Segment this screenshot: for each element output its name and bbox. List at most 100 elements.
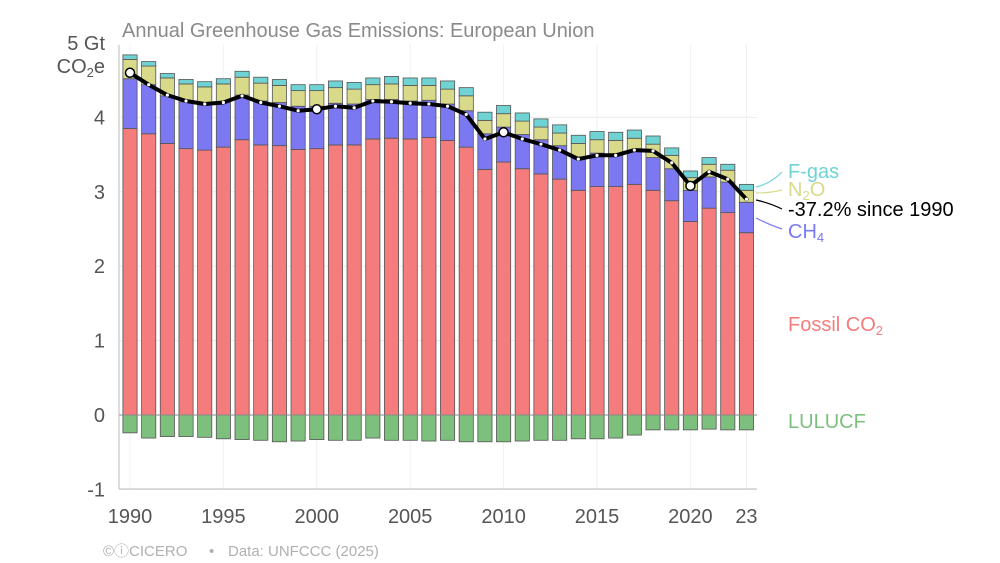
net-point [651, 149, 655, 153]
bar-fgas [159, 73, 175, 79]
net-point [296, 109, 300, 113]
chart-title: Annual Greenhouse Gas Emissions: Europea… [122, 20, 595, 42]
net-point [259, 100, 263, 105]
y-tick-label: 1 [94, 331, 105, 353]
bar-n2o [552, 132, 568, 147]
bar-fossil [346, 144, 362, 416]
bar-lulucf [402, 414, 418, 441]
net-marker [311, 103, 323, 115]
bar-fossil [309, 148, 325, 416]
bar-fgas [664, 147, 680, 156]
bar-fgas [608, 131, 624, 141]
bar-lulucf [533, 414, 549, 441]
x-tick-label: 1990 [108, 506, 153, 528]
bar-fossil [384, 137, 400, 416]
lulucf-label: LULUCF [788, 411, 866, 433]
bar-fgas [309, 84, 325, 92]
bar-lulucf [608, 414, 624, 439]
bar-lulucf [122, 414, 138, 434]
bar-fgas [589, 131, 605, 141]
bar-n2o [234, 76, 250, 96]
bar-ch4 [253, 100, 269, 146]
bar-n2o [271, 85, 287, 103]
bar-fgas [365, 77, 381, 86]
bar-ch4 [141, 84, 157, 135]
bar-lulucf [271, 414, 287, 443]
bar-lulucf [589, 414, 605, 440]
net-point [408, 101, 412, 105]
bar-ch4 [645, 157, 661, 191]
bar-fgas [738, 183, 754, 191]
fgas-label: F-gas [788, 161, 839, 183]
bar-fossil [701, 207, 717, 416]
n2o-label: N2O [788, 179, 825, 203]
bar-lulucf [626, 414, 642, 436]
net-point [147, 83, 151, 87]
bar-fossil [365, 138, 381, 416]
bar-lulucf [141, 414, 157, 439]
bar-fgas [141, 61, 157, 67]
bar-ch4 [215, 101, 231, 148]
net-marker [685, 180, 696, 192]
bar-n2o [290, 90, 306, 107]
net-emissions-line [128, 70, 749, 202]
bar-ch4 [664, 168, 680, 202]
bar-lulucf [215, 414, 231, 440]
bar-n2o [514, 120, 530, 135]
bar-lulucf [290, 414, 306, 442]
bar-n2o [384, 83, 400, 100]
bar-lulucf [570, 414, 586, 440]
bar-fossil [589, 186, 605, 416]
fossil-co: Fossil CO [788, 314, 876, 336]
fgas-connector [755, 171, 783, 188]
fossil-sub: 2 [876, 323, 883, 338]
bar-lulucf [365, 414, 381, 439]
bar-n2o [589, 139, 605, 154]
bar-ch4 [402, 100, 418, 140]
n2o-connector [755, 189, 783, 194]
x-tick-label: 2000 [295, 506, 340, 528]
data-source: Data: UNFCCC (2025) [228, 543, 379, 560]
bar-lulucf [458, 414, 474, 443]
bar-fgas [720, 163, 736, 171]
bar-n2o [533, 126, 549, 141]
bar-fgas [197, 81, 213, 88]
bar-lulucf [701, 414, 717, 430]
y-tick-label: 0 [94, 405, 105, 427]
bar-lulucf [327, 414, 343, 441]
bar-ch4 [738, 201, 754, 234]
bar-fgas [234, 70, 250, 78]
credit-separator: • [209, 543, 214, 560]
net-point [352, 106, 356, 110]
bar-fgas [122, 54, 138, 60]
y-unit-top: 5 Gt [67, 33, 105, 55]
net-point [221, 100, 225, 105]
bar-ch4 [365, 99, 381, 140]
bar-lulucf [720, 414, 736, 431]
bar-fgas [477, 111, 493, 121]
bar-n2o [608, 140, 624, 155]
net-change-label: -37.2% since 1990 [788, 199, 954, 221]
bar-fossil [664, 200, 680, 416]
bar-fossil [253, 144, 269, 416]
bar-fossil [682, 221, 698, 416]
bar-lulucf [346, 414, 362, 441]
x-tick-label: 23 [735, 506, 757, 528]
x-tick-label: 1995 [201, 506, 246, 528]
bar-lulucf [664, 414, 680, 431]
bar-fossil [327, 144, 343, 416]
bar-ch4 [234, 94, 250, 141]
bar-fgas [290, 84, 306, 92]
net-point [576, 157, 580, 161]
grid [119, 45, 757, 490]
bar-lulucf [253, 414, 269, 441]
x-tick-label: 2010 [481, 506, 526, 528]
bar-lulucf [477, 414, 493, 443]
bar-fgas [458, 87, 474, 97]
bar-fgas [552, 124, 568, 134]
bar-fgas [533, 118, 549, 128]
net-point [184, 99, 188, 103]
net-point [595, 153, 599, 157]
bar-fossil [608, 186, 624, 416]
bars [122, 54, 754, 443]
